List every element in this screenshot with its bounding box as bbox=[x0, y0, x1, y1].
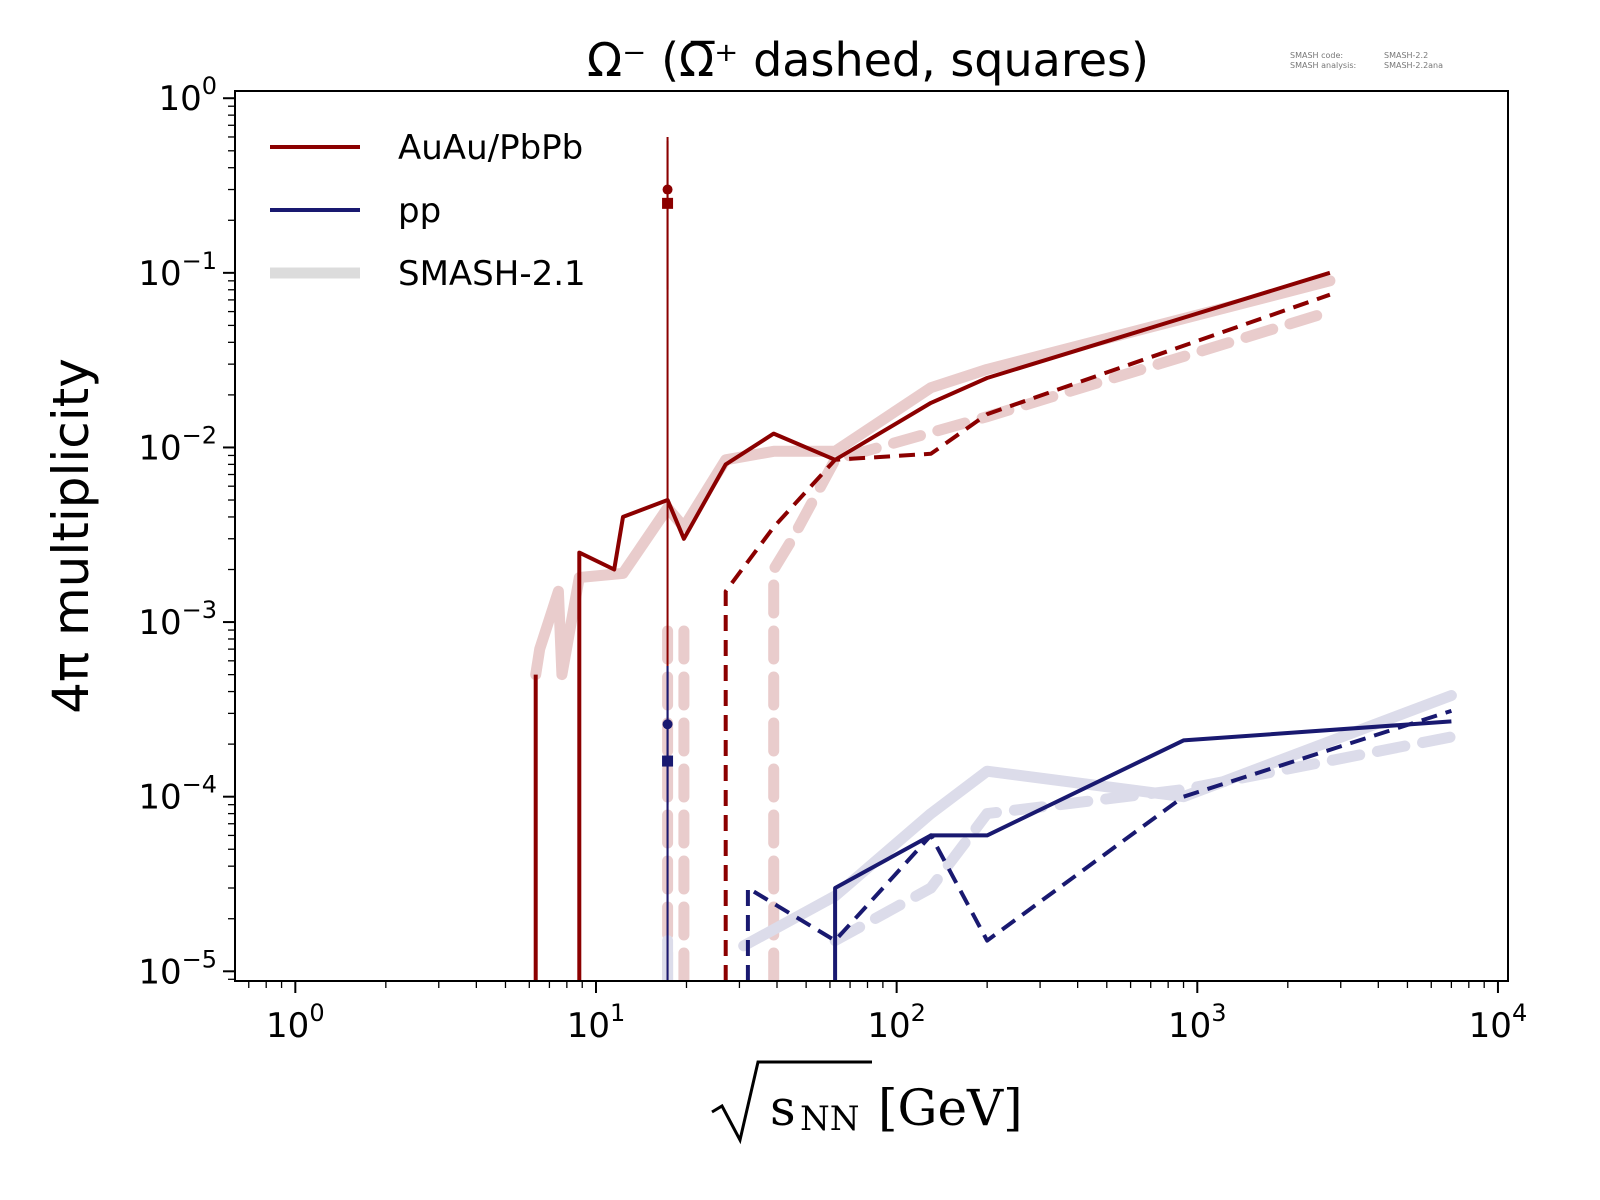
markers-layer bbox=[662, 136, 674, 981]
series-layer bbox=[530, 270, 1457, 981]
version-info: SMASH code: SMASH-2.2 SMASH analysis: SMASH… bbox=[1290, 51, 1443, 70]
smash21-auau-dashed-line bbox=[768, 306, 1336, 981]
version-value: SMASH-2.2 bbox=[1384, 51, 1428, 60]
x-tick-label: 102 bbox=[867, 999, 926, 1046]
x-axis-label-radicand: s bbox=[770, 1079, 796, 1137]
y-tick-label: 10−1 bbox=[138, 247, 217, 294]
smash21-auau-solid-line bbox=[530, 275, 1336, 681]
legend-label: SMASH-2.1 bbox=[398, 254, 586, 294]
y-tick-label: 100 bbox=[158, 72, 217, 119]
smash22-auau-solid-line bbox=[577, 270, 1331, 981]
x-axis-label-subscript: NN bbox=[800, 1099, 860, 1139]
smash22-pp-dashed-line bbox=[745, 708, 1453, 981]
plot-frame bbox=[234, 90, 1509, 982]
radical-sign-icon bbox=[711, 1060, 872, 1145]
data-point-square bbox=[662, 197, 674, 209]
y-axis: 100 10−1 10−2 10−3 10−4 10−5 bbox=[138, 72, 235, 992]
x-tick-label: 104 bbox=[1469, 999, 1528, 1046]
legend-label: pp bbox=[398, 191, 441, 231]
x-axis-label-unit: [GeV] bbox=[878, 1079, 1023, 1137]
smash21-pp-solid-line bbox=[738, 690, 1457, 952]
x-tick-label: 103 bbox=[1168, 999, 1227, 1046]
y-tick-label: 10−4 bbox=[138, 771, 217, 818]
smash21-pp-dashed-line bbox=[829, 731, 1457, 947]
y-tick-label: 10−2 bbox=[138, 421, 217, 468]
chart-title: Ω⁻ (Ω̅⁺ dashed, squares) bbox=[587, 33, 1149, 87]
x-axis: 100 101 102 103 104 bbox=[248, 981, 1528, 1046]
version-value: SMASH-2.2ana bbox=[1384, 61, 1443, 70]
version-label: SMASH code: bbox=[1290, 51, 1343, 60]
x-tick-label: 100 bbox=[266, 999, 325, 1046]
legend-label: AuAu/PbPb bbox=[398, 128, 583, 168]
x-tick-label: 101 bbox=[567, 999, 626, 1046]
smash22-auau-dashed-line bbox=[723, 292, 1331, 981]
y-tick-label: 10−5 bbox=[138, 945, 217, 992]
data-point-square bbox=[662, 755, 674, 767]
legend: AuAu/PbPb pp SMASH-2.1 bbox=[270, 128, 586, 294]
y-axis-label: 4π multiplicity bbox=[42, 358, 100, 714]
x-axis-label: s NN [GeV] bbox=[711, 1060, 1023, 1145]
y-tick-label: 10−3 bbox=[138, 596, 217, 643]
smash22-pp-solid-line bbox=[833, 719, 1452, 981]
version-label: SMASH analysis: bbox=[1290, 61, 1356, 70]
